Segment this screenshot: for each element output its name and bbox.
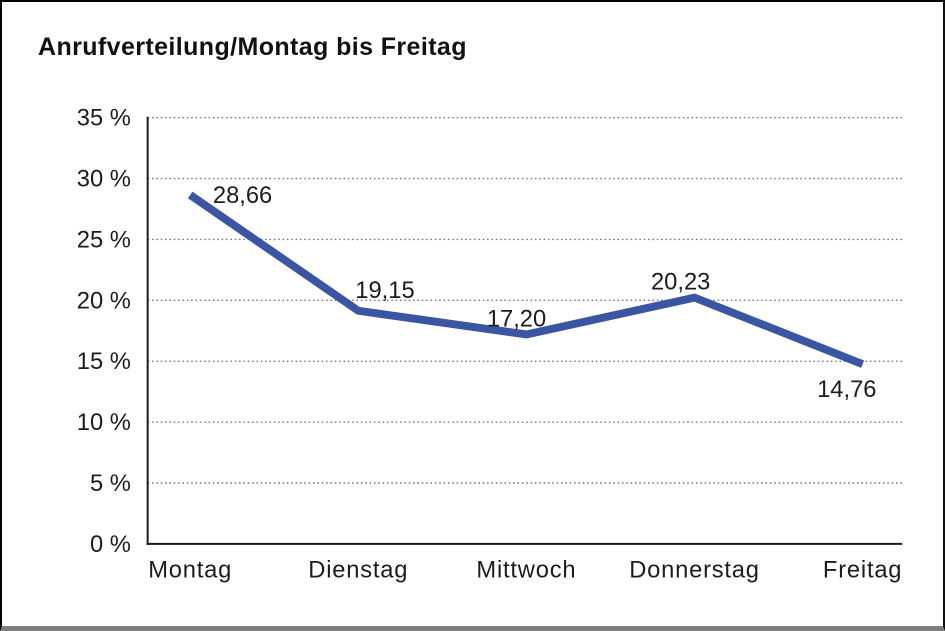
y-tick-label-10pct: 10 %: [77, 410, 131, 436]
x-category-label-montag: Montag: [148, 558, 232, 584]
y-tick-label-0pct: 0 %: [90, 532, 131, 558]
y-tick-label-15pct: 15 %: [77, 349, 131, 375]
data-label-dienstag: 19,15: [355, 278, 414, 304]
data-label-freitag: 14,76: [817, 377, 876, 403]
chart-title: Anrufverteilung/Montag bis Freitag: [38, 33, 467, 61]
x-category-label-freitag: Freitag: [823, 558, 902, 584]
y-tick-label-5pct: 5 %: [90, 471, 131, 497]
data-label-donnerstag: 20,23: [651, 270, 710, 296]
data-line-anrufverteilung: [187, 191, 865, 368]
x-category-label-mittwoch: Mittwoch: [476, 558, 576, 584]
y-tick-label-35pct: 35 %: [77, 106, 131, 132]
data-label-montag: 28,66: [213, 183, 272, 209]
x-category-label-donnerstag: Donnerstag: [629, 558, 760, 584]
x-category-label-dienstag: Dienstag: [308, 558, 408, 584]
y-tick-label-20pct: 20 %: [77, 288, 131, 314]
data-label-mittwoch: 17,20: [487, 307, 546, 333]
y-tick-label-30pct: 30 %: [77, 167, 131, 193]
y-tick-label-25pct: 25 %: [77, 227, 131, 253]
